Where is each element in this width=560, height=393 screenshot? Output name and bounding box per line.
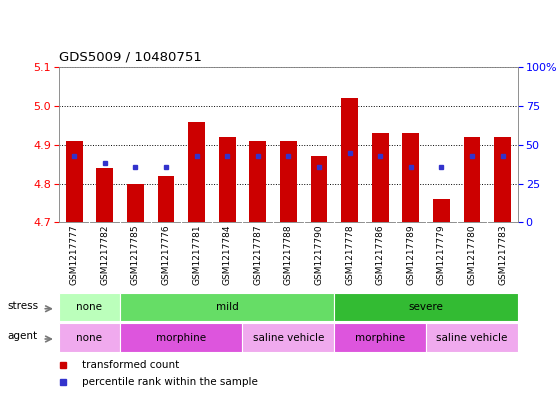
Text: GSM1217784: GSM1217784 — [223, 224, 232, 285]
Bar — [426, 323, 518, 352]
Bar — [59, 323, 120, 352]
Text: GSM1217787: GSM1217787 — [253, 224, 262, 285]
Text: none: none — [76, 332, 102, 343]
Text: percentile rank within the sample: percentile rank within the sample — [82, 377, 258, 387]
Text: GSM1217778: GSM1217778 — [345, 224, 354, 285]
Text: GSM1217779: GSM1217779 — [437, 224, 446, 285]
Text: GSM1217781: GSM1217781 — [192, 224, 201, 285]
Text: saline vehicle: saline vehicle — [253, 332, 324, 343]
Text: severe: severe — [409, 302, 444, 312]
Bar — [464, 137, 480, 222]
Text: GSM1217790: GSM1217790 — [315, 224, 324, 285]
Bar — [403, 133, 419, 222]
Text: GSM1217786: GSM1217786 — [376, 224, 385, 285]
Text: stress: stress — [7, 301, 38, 311]
Text: GSM1217785: GSM1217785 — [131, 224, 140, 285]
Text: GSM1217780: GSM1217780 — [468, 224, 477, 285]
Bar — [249, 141, 266, 222]
Text: morphine: morphine — [156, 332, 206, 343]
Bar — [341, 98, 358, 222]
Bar — [372, 133, 389, 222]
Text: agent: agent — [7, 331, 37, 341]
Bar — [334, 323, 426, 352]
Bar — [59, 293, 120, 321]
Bar — [280, 141, 297, 222]
Bar — [127, 184, 144, 222]
Bar — [433, 199, 450, 222]
Text: transformed count: transformed count — [82, 360, 179, 370]
Text: GSM1217777: GSM1217777 — [69, 224, 78, 285]
Text: none: none — [76, 302, 102, 312]
Bar — [311, 156, 328, 222]
Text: GSM1217789: GSM1217789 — [407, 224, 416, 285]
Bar — [66, 141, 82, 222]
Bar — [120, 293, 334, 321]
Bar — [157, 176, 174, 222]
Text: GSM1217788: GSM1217788 — [284, 224, 293, 285]
Text: saline vehicle: saline vehicle — [436, 332, 508, 343]
Bar — [334, 293, 518, 321]
Bar — [494, 137, 511, 222]
Text: GSM1217776: GSM1217776 — [161, 224, 170, 285]
Text: GSM1217783: GSM1217783 — [498, 224, 507, 285]
Text: GDS5009 / 10480751: GDS5009 / 10480751 — [59, 50, 202, 63]
Bar — [120, 323, 242, 352]
Bar — [242, 323, 334, 352]
Text: GSM1217782: GSM1217782 — [100, 224, 109, 285]
Bar — [188, 121, 205, 222]
Bar — [219, 137, 236, 222]
Bar — [96, 168, 113, 222]
Text: morphine: morphine — [355, 332, 405, 343]
Text: mild: mild — [216, 302, 239, 312]
